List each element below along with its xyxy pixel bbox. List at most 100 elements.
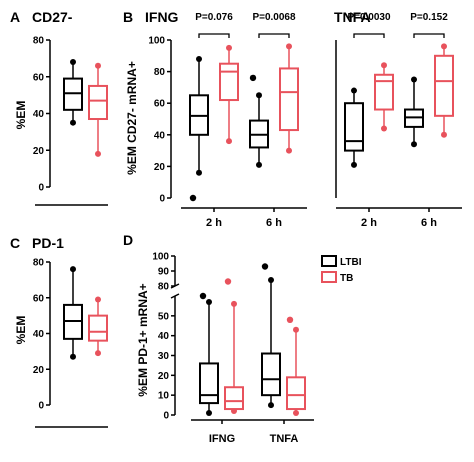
panel-3-plot: 0 20 40 60 80 [33,258,108,428]
x-tick-label: 2 h [361,217,377,229]
y-tick-label: 50 [158,311,170,322]
whisker-cap-high [95,62,101,69]
legend: LTBI TB [321,255,362,284]
whisker-cap-high [268,277,274,283]
whisker-cap-low [381,125,387,132]
y-tick-label: 0 [159,194,165,205]
y-tick-label: 80 [33,258,45,269]
x-tick-label: TNFA [270,433,299,445]
y-tick-label: 80 [154,67,166,78]
whisker-cap-low [196,169,202,176]
box-tb [219,44,239,145]
box-ltbi [63,266,83,360]
axis-break-mark [170,293,180,299]
y-tick-label: 60 [33,72,45,83]
legend-ltbi-label: LTBI [340,257,362,268]
y-tick-label: 0 [38,183,44,194]
box-body [261,352,281,397]
whisker-cap-low [226,138,232,145]
whisker-cap-high [196,55,202,62]
whisker-cap-high [441,43,447,50]
whisker-cap-low [206,410,212,417]
legend-tb-label: TB [340,273,353,284]
y-tick-label: 40 [154,130,166,141]
whisker-cap-high [256,92,262,99]
y-tick-label: 20 [158,371,170,382]
panel-letter-b: B [123,9,133,25]
p-value-label: P=0.0068 [252,12,296,23]
y-tick-label: 10 [158,391,170,402]
panel-2-plot: 2 h 6 h P=0.0030 P=0.152 [335,12,462,229]
box-ltbi [261,263,281,409]
panel-c-ylabel: %EM [14,316,28,345]
whisker-cap-low [411,141,417,148]
whisker-cap-high [70,59,76,66]
box-body [224,386,244,411]
p-value-label: P=0.076 [195,12,233,23]
y-tick-label: 80 [158,282,170,293]
box-tb [374,62,394,132]
box-body [286,376,306,411]
outlier-point [286,316,294,323]
box-tb [286,316,306,417]
p-value-label: P=0.152 [410,12,448,23]
outlier-point [261,263,269,270]
significance-bracket [258,33,290,38]
box-tb [88,296,108,357]
x-tick-label: 6 h [266,217,282,229]
y-tick-label: 20 [33,365,45,376]
whisker-cap-high [70,266,76,273]
box-ltbi [63,59,83,126]
y-tick-label: 0 [163,411,169,422]
legend-tb-swatch [321,271,337,283]
y-tick-label: 0 [38,401,44,412]
whisker-cap-high [293,326,299,333]
whisker-cap-high [381,62,387,69]
panel-c-title: PD-1 [32,235,64,251]
significance-bracket [413,33,445,38]
whisker-cap-low [70,353,76,360]
p-value-label: P=0.0030 [347,12,391,23]
box-body [279,67,299,132]
x-tick-label: 6 h [421,217,437,229]
outlier-point [249,74,257,82]
whisker-cap-high [231,300,237,307]
y-tick-label: 20 [33,146,45,157]
box-tb [434,43,454,138]
whisker-cap-low [95,150,101,157]
outlier-point [199,292,207,300]
panel-b-ifng-title: IFNG [145,9,179,25]
y-tick-label: 100 [148,36,165,47]
whisker-cap-high [206,298,212,305]
box-tb [88,62,108,157]
y-tick-label: 60 [154,99,166,110]
box-body [199,362,219,405]
box-body [434,54,454,117]
whisker-cap-low [256,161,262,168]
y-tick-label: 90 [158,267,170,278]
whisker-cap-low [268,402,274,409]
box-ltbi [404,76,424,148]
y-tick-label: 40 [33,329,45,340]
box-body [219,62,239,102]
y-tick-label: 40 [33,109,45,120]
panel-a-ylabel: %EM [14,101,28,130]
panel-letter-c: C [10,235,20,251]
box-body [88,314,108,342]
y-tick-label: 100 [152,252,169,263]
whisker-cap-low [293,410,299,417]
y-tick-label: 20 [154,162,166,173]
whisker-cap-high [286,43,292,50]
whisker-cap-high [226,44,232,51]
whisker-cap-high [351,87,357,94]
whisker-cap-low [441,131,447,138]
whisker-cap-high [411,76,417,83]
box-tb [224,278,244,415]
panel-letter-a: A [10,9,20,25]
x-tick-label: IFNG [209,433,235,445]
panel-1-plot: 0 20 40 60 80 100 2 h 6 h P=0.076 P=0.0068 [148,12,307,229]
whisker-cap-low [351,161,357,168]
whisker-cap-low [70,119,76,126]
